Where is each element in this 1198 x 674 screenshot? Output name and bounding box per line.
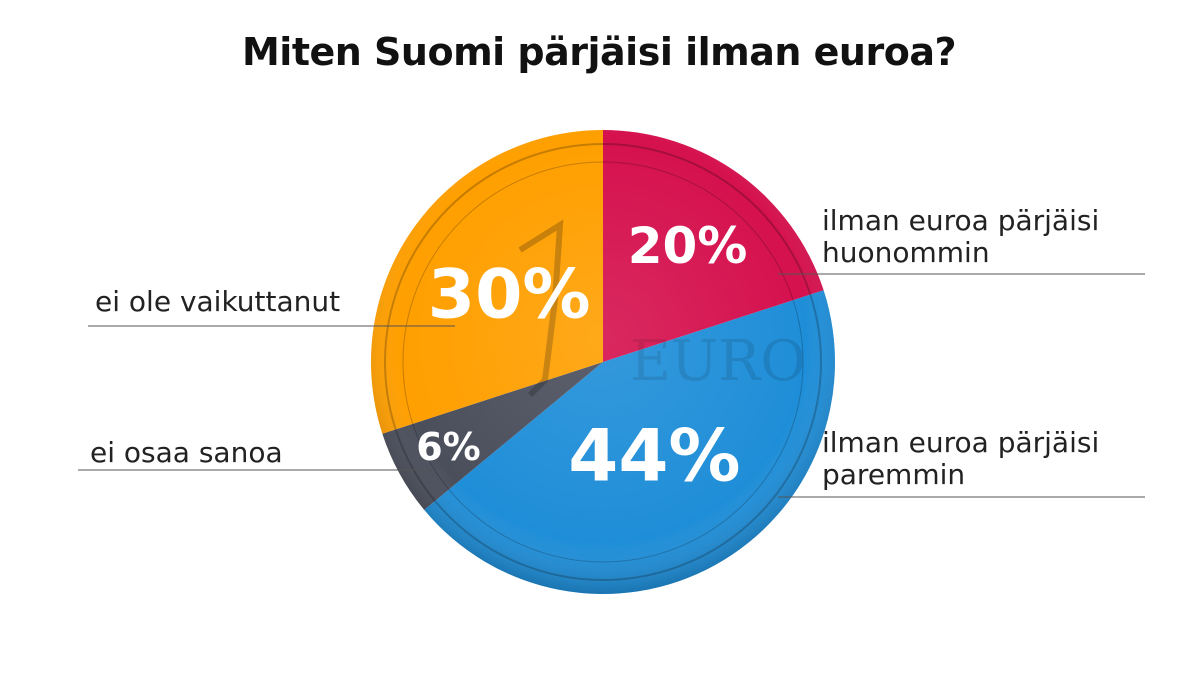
label-ei-vaikuttanut: ei ole vaikuttanut xyxy=(88,285,455,327)
label-line: ilman euroa pärjäisi xyxy=(822,426,1099,459)
value-labels: 20% 44% 6% 30% xyxy=(416,217,747,498)
value-label-ei-vaikuttanut: 30% xyxy=(428,256,591,335)
label-ei-osaa-sanoa: ei osaa sanoa xyxy=(78,436,432,471)
label-line: paremmin xyxy=(822,458,965,491)
label-line: ei osaa sanoa xyxy=(90,436,283,469)
value-label-paremmin: 44% xyxy=(568,414,740,498)
chart-title: Miten Suomi pärjäisi ilman euroa? xyxy=(241,30,957,74)
value-label-huonommin: 20% xyxy=(628,217,748,275)
coin-shading xyxy=(371,130,835,594)
label-line: ei ole vaikuttanut xyxy=(95,285,340,318)
value-label-ei-osaa-sanoa: 6% xyxy=(416,425,481,469)
label-line: ilman euroa pärjäisi xyxy=(822,204,1099,237)
label-line: huonommin xyxy=(822,236,990,269)
